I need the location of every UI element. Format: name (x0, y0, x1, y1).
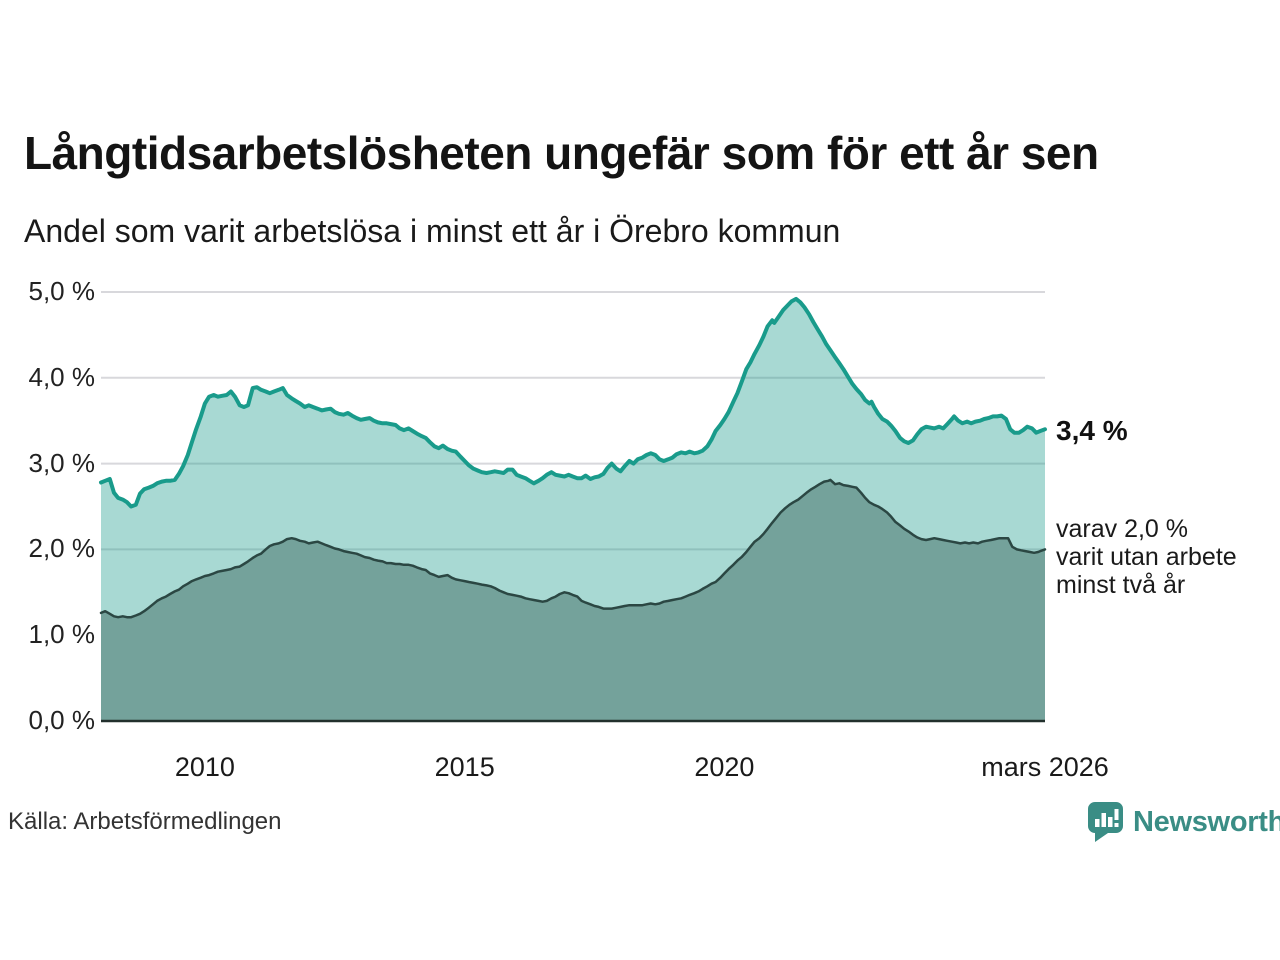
series-area-1 (101, 479, 1045, 721)
y-tick-label: 4,0 % (28, 361, 96, 392)
latest-value-annotation: 3,4 % (1056, 415, 1128, 446)
y-tick-label: 2,0 % (28, 533, 96, 564)
newsworthy-logo: Newsworthy (1087, 801, 1280, 844)
page-subtitle: Andel som varit arbetslösa i minst ett å… (24, 213, 841, 249)
breakdown-annotation: varav 2,0 % varit utan arbete minst två … (1056, 515, 1237, 599)
x-tick-label: 2020 (694, 752, 755, 782)
y-tick-label: 0,0 % (28, 705, 96, 735)
y-tick-label: 3,0 % (28, 447, 96, 478)
x-tick-label: mars 2026 (981, 752, 1109, 782)
x-tick-label: 2010 (174, 752, 235, 782)
newsworthy-bubble-chart-icon (1088, 802, 1123, 842)
series-line-1 (99, 478, 1047, 619)
page-title: Långtidsarbetslösheten ungefär som för e… (24, 127, 1099, 179)
series-line-0 (99, 296, 1047, 509)
y-tick-label: 1,0 % (28, 619, 96, 650)
y-tick-label: 5,0 % (28, 276, 96, 306)
newsworthy-wordmark: Newsworthy (1133, 806, 1280, 838)
x-tick-label: 2015 (434, 752, 495, 782)
source-note: Källa: Arbetsförmedlingen (8, 808, 282, 835)
